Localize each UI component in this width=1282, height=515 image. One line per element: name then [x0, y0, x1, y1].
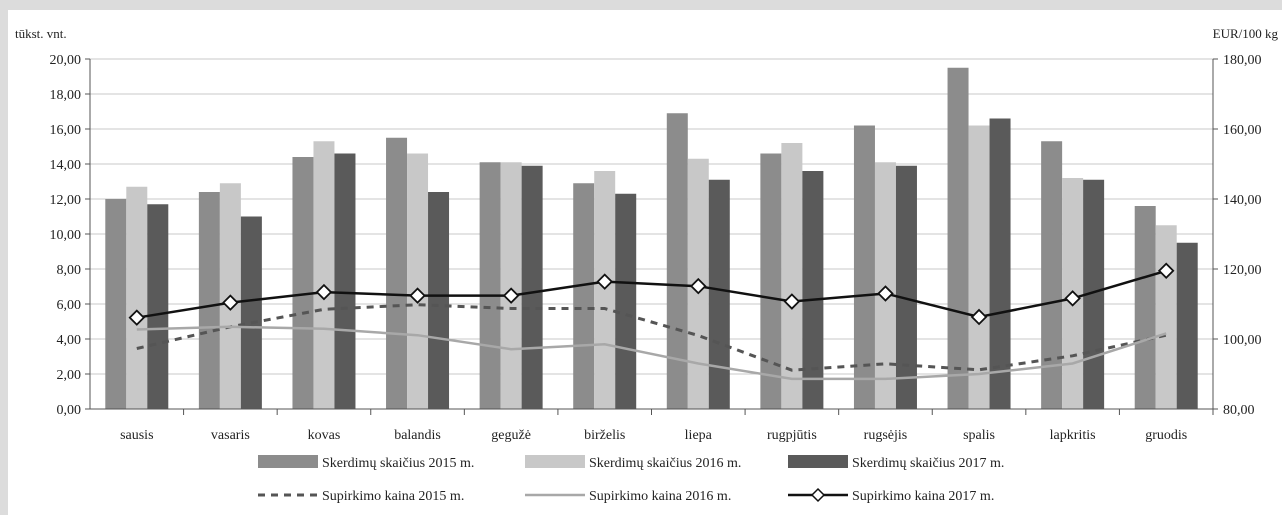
- bar: [479, 162, 501, 409]
- x-tick-label: gegužė: [491, 428, 531, 443]
- point: [877, 285, 894, 302]
- x-tick-label: kovas: [308, 428, 341, 443]
- left-tick-label: 14,00: [50, 158, 82, 173]
- bar: [853, 125, 875, 409]
- right-axis-unit: EUR/100 kg: [1213, 26, 1279, 41]
- price-lines: [128, 262, 1175, 381]
- right-tick-label: 160,00: [1223, 123, 1262, 138]
- x-tick-label: rugpjūtis: [767, 428, 817, 443]
- right-tick-label: 120,00: [1223, 263, 1262, 278]
- left-tick-label: 20,00: [50, 53, 82, 68]
- left-tick-label: 16,00: [50, 123, 82, 138]
- x-tick-label: liepa: [685, 428, 713, 443]
- bar: [334, 153, 356, 409]
- point: [970, 308, 988, 326]
- right-tick-label: 140,00: [1223, 193, 1262, 208]
- legend-label: Skerdimų skaičius 2017 m.: [852, 456, 1004, 471]
- bar: [947, 67, 969, 409]
- x-tick-label: spalis: [963, 428, 995, 443]
- bar: [386, 137, 408, 409]
- series-line: [136, 325, 1167, 381]
- point: [690, 277, 707, 295]
- axes: 0,00 2,00 4,00 6,00 8,00 10,00 12,00 14,00 16,00…: [50, 53, 1262, 443]
- left-tick-label: 2,00: [57, 368, 82, 383]
- x-tick-label: balandis: [394, 428, 441, 443]
- bar: [781, 143, 803, 409]
- left-tick-label: 12,00: [50, 193, 82, 208]
- legend-swatch: [525, 455, 585, 468]
- point: [502, 287, 520, 304]
- bar: [105, 199, 127, 409]
- left-tick-label: 6,00: [57, 298, 82, 313]
- x-tick-label: sausis: [120, 428, 153, 443]
- bar: [708, 179, 730, 409]
- chart-frame: 0,00 2,00 4,00 6,00 8,00 10,00 12,00 14,00 16,00…: [8, 10, 1282, 515]
- bar: [594, 171, 616, 409]
- left-tick-label: 8,00: [57, 263, 82, 278]
- x-tick-label: lapkritis: [1050, 428, 1096, 443]
- bar: [895, 165, 917, 409]
- x-tick-label: vasaris: [211, 428, 250, 443]
- left-tick-label: 10,00: [50, 228, 82, 243]
- left-axis-unit: tūkst. vnt.: [15, 26, 67, 41]
- bars: [105, 67, 1198, 409]
- left-tick-label: 0,00: [57, 403, 82, 418]
- point: [596, 273, 613, 290]
- bar: [292, 157, 314, 409]
- bar: [666, 113, 688, 409]
- legend-label: Skerdimų skaičius 2015 m.: [322, 456, 474, 471]
- legend: Skerdimų skaičius 2015 m. Skerdimų skaiči…: [258, 455, 1004, 504]
- bar: [989, 118, 1011, 409]
- x-tick-label: birželis: [584, 428, 625, 443]
- gridlines: [90, 58, 1213, 410]
- bar: [407, 153, 429, 409]
- bar: [1041, 141, 1063, 409]
- bar: [1134, 206, 1156, 409]
- legend-marker: [810, 487, 826, 503]
- point: [1157, 262, 1175, 280]
- bar: [615, 193, 637, 409]
- legend-label: Skerdimų skaičius 2016 m.: [589, 456, 741, 471]
- right-tick-label: 80,00: [1223, 403, 1255, 418]
- point: [315, 283, 333, 301]
- series-line: [136, 303, 1167, 372]
- bar: [126, 186, 148, 409]
- bar: [198, 192, 220, 409]
- right-tick-label: 180,00: [1223, 53, 1262, 68]
- left-tick-label: 4,00: [57, 333, 82, 348]
- bar: [573, 183, 595, 409]
- legend-swatch: [258, 455, 318, 468]
- bar: [240, 216, 262, 409]
- bar: [521, 165, 543, 409]
- point: [222, 294, 239, 311]
- legend-label: Supirkimo kaina 2015 m.: [322, 489, 464, 504]
- x-tick-label: rugsėjis: [864, 428, 908, 443]
- left-tick-label: 18,00: [50, 88, 82, 103]
- bar: [1155, 225, 1177, 409]
- bar: [428, 192, 450, 409]
- bar: [313, 141, 335, 409]
- legend-label: Supirkimo kaina 2017 m.: [852, 489, 994, 504]
- bar: [760, 153, 782, 409]
- legend-swatch: [788, 455, 848, 468]
- legend-label: Supirkimo kaina 2016 m.: [589, 489, 731, 504]
- chart: 0,00 2,00 4,00 6,00 8,00 10,00 12,00 14,00 16,00…: [15, 26, 1279, 504]
- point: [128, 309, 146, 326]
- bar: [500, 162, 522, 409]
- bar: [1176, 242, 1198, 409]
- point: [409, 287, 426, 304]
- point: [1064, 290, 1081, 307]
- bar: [147, 204, 169, 409]
- bar: [968, 125, 990, 409]
- series-line: [136, 269, 1167, 319]
- point: [783, 293, 801, 310]
- x-tick-label: gruodis: [1145, 428, 1187, 443]
- bar: [802, 171, 824, 409]
- right-tick-label: 100,00: [1223, 333, 1262, 348]
